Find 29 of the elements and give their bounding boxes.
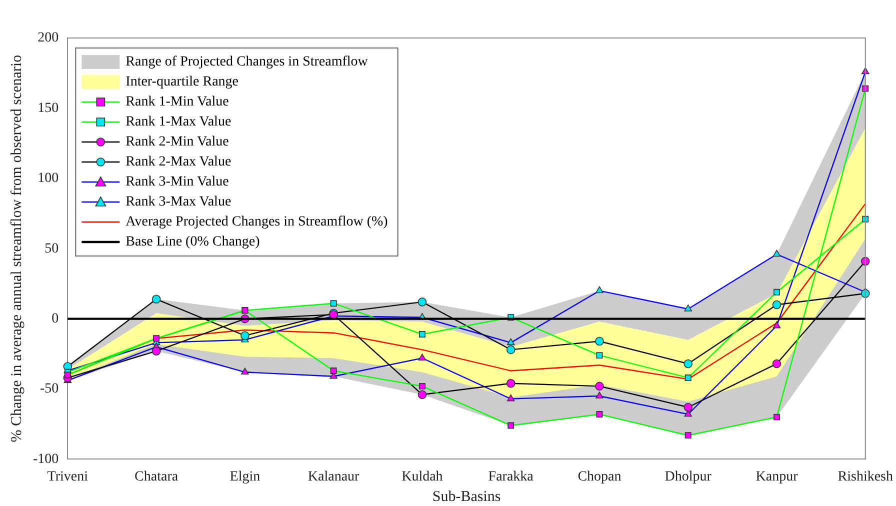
- legend-label: Rank 1-Max Value: [126, 114, 232, 130]
- y-axis-title: % Change in average annual streamflow from observed scenario: [8, 54, 25, 442]
- y-tick-label: -50: [40, 382, 59, 397]
- y-tick-label: 50: [44, 241, 59, 256]
- legend-label: Average Projected Changes in Streamflow (%): [126, 214, 388, 230]
- x-tick-label: Chatara: [134, 469, 179, 484]
- y-tick-label: 0: [52, 311, 59, 326]
- y-tick-label: 200: [38, 30, 59, 46]
- legend-label: Rank 1-Min Value: [126, 94, 229, 110]
- x-tick-label: Farakka: [488, 469, 534, 484]
- legend-label: Base Line (0% Change): [126, 234, 260, 250]
- legend-label: Rank 2-Max Value: [126, 154, 232, 170]
- legend-label: Rank 2-Min Value: [126, 134, 229, 150]
- x-tick-label: Kalanaur: [308, 469, 360, 484]
- x-tick-label: Kanpur: [756, 469, 798, 484]
- x-tick-label: Triveni: [47, 469, 88, 484]
- x-tick-label: Kuldah: [402, 469, 443, 484]
- x-tick-label: Dholpur: [664, 469, 712, 484]
- legend-label: Rank 3-Min Value: [126, 174, 229, 190]
- x-axis-title: Sub-Basins: [432, 488, 501, 505]
- y-tick-label: -100: [32, 452, 59, 467]
- x-tick-label: Rishikesh: [838, 469, 894, 484]
- legend-label: Inter-quartile Range: [126, 74, 239, 90]
- legend-label: Rank 3-Max Value: [126, 194, 232, 210]
- x-tick-label: Chopan: [578, 469, 622, 484]
- x-tick-label: Elgin: [230, 469, 260, 484]
- y-tick-label: 100: [38, 171, 59, 186]
- legend-label: Range of Projected Changes in Streamflow: [126, 54, 369, 70]
- y-tick-label: 150: [38, 100, 59, 116]
